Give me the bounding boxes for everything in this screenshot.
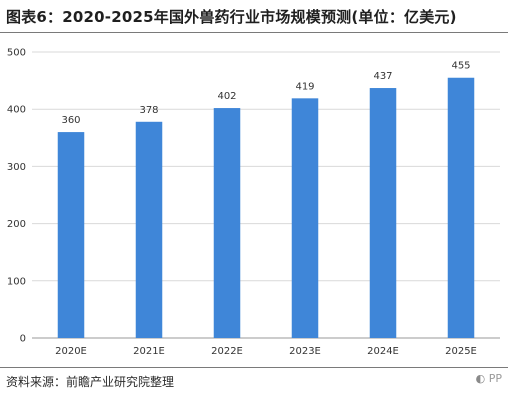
bar	[447, 77, 475, 339]
data-label: 378	[139, 105, 158, 116]
y-tick-label: 300	[7, 162, 26, 173]
source-note: 资料来源：前瞻产业研究院整理	[6, 375, 175, 389]
data-label: 437	[373, 71, 392, 82]
brand-watermark: ◐ PP	[476, 372, 502, 385]
data-label: 402	[217, 91, 236, 102]
x-tick-label: 2025E	[445, 346, 477, 357]
bar	[213, 108, 241, 338]
data-label: 419	[295, 81, 314, 92]
x-tick-label: 2020E	[55, 346, 87, 357]
bar	[369, 88, 397, 338]
y-tick-label: 0	[20, 334, 26, 345]
y-tick-label: 400	[7, 105, 26, 116]
data-label: 360	[61, 115, 80, 126]
y-tick-label: 500	[7, 48, 26, 59]
x-tick-label: 2022E	[211, 346, 243, 357]
x-tick-label: 2024E	[367, 346, 399, 357]
chart-title: 图表6：2020-2025年国外兽药行业市场规模预测(单位：亿美元)	[6, 8, 457, 26]
title-divider	[0, 32, 508, 33]
x-tick-label: 2021E	[133, 346, 165, 357]
footer-divider	[0, 367, 508, 368]
bar	[135, 121, 163, 338]
brand-tail: PP	[488, 372, 502, 385]
y-tick-label: 100	[7, 276, 26, 287]
y-tick-label: 200	[7, 219, 26, 230]
bar	[291, 98, 319, 338]
data-label: 455	[451, 61, 470, 72]
x-tick-label: 2023E	[289, 346, 321, 357]
bar-chart: 0 100 200 300 400 500 360 2020E 378 2021E 402 2022E…	[7, 48, 500, 357]
brand-mark-icon: ◐	[475, 372, 486, 385]
bar	[57, 132, 85, 338]
